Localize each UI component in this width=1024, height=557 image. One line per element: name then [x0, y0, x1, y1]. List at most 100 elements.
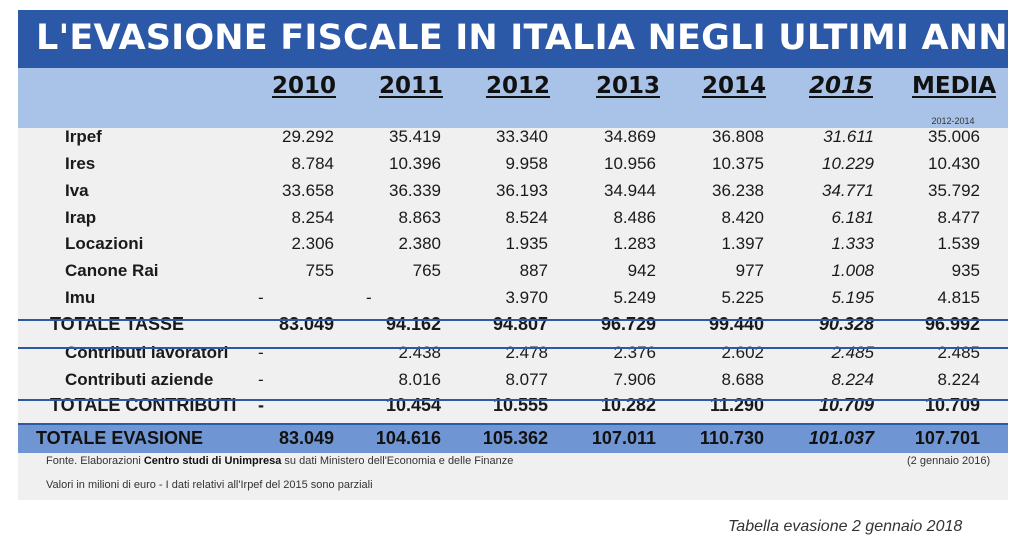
table-cell: 1.333 — [831, 234, 874, 253]
table-cell: 1.283 — [613, 234, 656, 253]
table-row: Irpef 29.292 35.419 33.340 34.869 36.808 31.61… — [18, 123, 1008, 150]
table-cell: 2.485 — [831, 343, 874, 362]
table-row: Canone Rai 755 765 887 942 977 1.008 935 — [18, 257, 1008, 284]
total-evasione-band — [18, 423, 1008, 453]
table-row: TOTALE TASSE 83.049 94.162 94.807 96.729 99.4… — [18, 311, 1008, 338]
table-cell: 35.419 — [389, 127, 441, 146]
table-cell: 2.376 — [613, 343, 656, 362]
table-cell: 755 — [305, 261, 334, 280]
table-cell: 5.225 — [721, 288, 764, 307]
table-cell: 765 — [412, 261, 441, 280]
table-cell: 83.049 — [278, 314, 334, 334]
row-label: Irap — [65, 208, 97, 227]
table-cell: 104.616 — [375, 428, 441, 448]
table-cell: 8.486 — [613, 208, 656, 227]
table-cell: 96.729 — [600, 314, 656, 334]
table-row: Contributi aziende - 8.016 8.077 7.906 8.688 8… — [18, 366, 1008, 393]
row-divider — [18, 319, 1008, 321]
table-cell: 10.430 — [928, 154, 980, 173]
row-label: Locazioni — [65, 234, 144, 253]
table-cell: 8.477 — [937, 208, 980, 227]
table-cell: 10.709 — [924, 395, 980, 415]
table-cell: 8.863 — [398, 208, 441, 227]
row-divider — [18, 347, 1008, 349]
table-cell: 942 — [627, 261, 656, 280]
table-cell: 35.792 — [928, 181, 980, 200]
row-label: TOTALE CONTRIBUTI — [50, 395, 237, 415]
header-band — [18, 68, 1008, 128]
table-row: Contributi lavoratori - 2.438 2.478 2.376 2.6… — [18, 339, 1008, 366]
table-cell: 96.992 — [924, 314, 980, 334]
table-cell: 977 — [735, 261, 764, 280]
table-cell: 10.375 — [712, 154, 764, 173]
table-cell: 31.611 — [823, 127, 874, 146]
table-cell: 2.478 — [505, 343, 548, 362]
table-cell: 2.306 — [291, 234, 334, 253]
table-cell: 935 — [951, 261, 980, 280]
table-cell: 110.730 — [699, 428, 764, 448]
row-label: Ires — [65, 154, 96, 173]
table-cell: 2.380 — [398, 234, 441, 253]
row-label: TOTALE TASSE — [50, 314, 185, 334]
table-cell: 105.362 — [482, 428, 548, 448]
col-header-media: MEDIA — [911, 73, 997, 99]
table-cell: 8.077 — [505, 370, 548, 389]
table-cell: 1.935 — [505, 234, 548, 253]
table-cell: 107.011 — [591, 428, 656, 448]
table-cell: 8.016 — [398, 370, 441, 389]
table-cell: 8.420 — [721, 208, 764, 227]
table-cell: 83.049 — [278, 428, 334, 448]
row-label: Contributi lavoratori — [65, 343, 229, 362]
col-header-2014: 2014 — [701, 73, 766, 99]
table-cell: 99.440 — [708, 314, 764, 334]
media-subtitle: 2012-2014 — [931, 116, 975, 126]
table-cell: 887 — [519, 261, 548, 280]
table-cell: 33.658 — [282, 181, 334, 200]
table-row: Ires 8.784 10.396 9.958 10.956 10.375 10.229 10… — [18, 150, 1008, 177]
table-cell: 10.709 — [818, 395, 874, 415]
table-cell: 10.956 — [604, 154, 656, 173]
table-cell: 94.807 — [492, 314, 548, 334]
table-cell: 11.290 — [709, 395, 764, 415]
table-cell: 8.224 — [937, 370, 980, 389]
row-label: Irpef — [65, 127, 102, 146]
table-row: Locazioni 2.306 2.380 1.935 1.283 1.397 1.333 1… — [18, 230, 1008, 257]
table-cell: 7.906 — [613, 370, 656, 389]
table-cell: 1.397 — [721, 234, 764, 253]
table-cell: 6.181 — [831, 208, 874, 227]
row-divider — [18, 423, 1008, 425]
table-cell: 4.815 — [937, 288, 980, 307]
table-row: Irap 8.254 8.863 8.524 8.486 8.420 6.181 8.477 — [18, 204, 1008, 231]
table-cell: 9.958 — [505, 154, 548, 173]
col-header-2012: 2012 — [485, 73, 550, 99]
table-cell: 8.784 — [291, 154, 334, 173]
table-cell: - — [258, 395, 264, 415]
table-cell: 1.008 — [831, 261, 874, 280]
table-cell: 101.037 — [808, 428, 874, 448]
table-cell: 36.193 — [496, 181, 548, 200]
table-cell: 2.602 — [721, 343, 764, 362]
evasion-table-card: L'EVASIONE FISCALE IN ITALIA NEGLI ULTIM… — [18, 10, 1021, 500]
image-caption: Tabella evasione 2 gennaio 2018 — [728, 518, 963, 535]
table-cell: 8.688 — [721, 370, 764, 389]
title-bar: L'EVASIONE FISCALE IN ITALIA NEGLI ULTIM… — [18, 10, 1021, 68]
table-cell: 34.771 — [822, 181, 874, 200]
table-cell: 10.282 — [600, 395, 656, 415]
table-row: Imu - - 3.970 5.249 5.225 5.195 4.815 — [18, 284, 1008, 311]
table-cell: 8.524 — [505, 208, 548, 227]
table-cell: 34.944 — [604, 181, 656, 200]
source-date: (2 gennaio 2016) — [907, 455, 991, 467]
col-header-2015: 2015 — [808, 73, 873, 99]
row-label: Imu — [65, 288, 96, 307]
table-cell: 10.229 — [822, 154, 874, 173]
table-cell: 5.249 — [613, 288, 656, 307]
table-cell: 34.869 — [604, 127, 656, 146]
col-header-2010: 2010 — [271, 73, 336, 99]
table-cell: 2.438 — [398, 343, 441, 362]
table-cell: 5.195 — [831, 288, 874, 307]
table-cell: 8.254 — [291, 208, 334, 227]
table-cell: - — [258, 343, 264, 362]
row-label: Canone Rai — [65, 261, 159, 280]
table-cell: 1.539 — [937, 234, 980, 253]
table-title: L'EVASIONE FISCALE IN ITALIA NEGLI ULTIM… — [36, 18, 1021, 58]
